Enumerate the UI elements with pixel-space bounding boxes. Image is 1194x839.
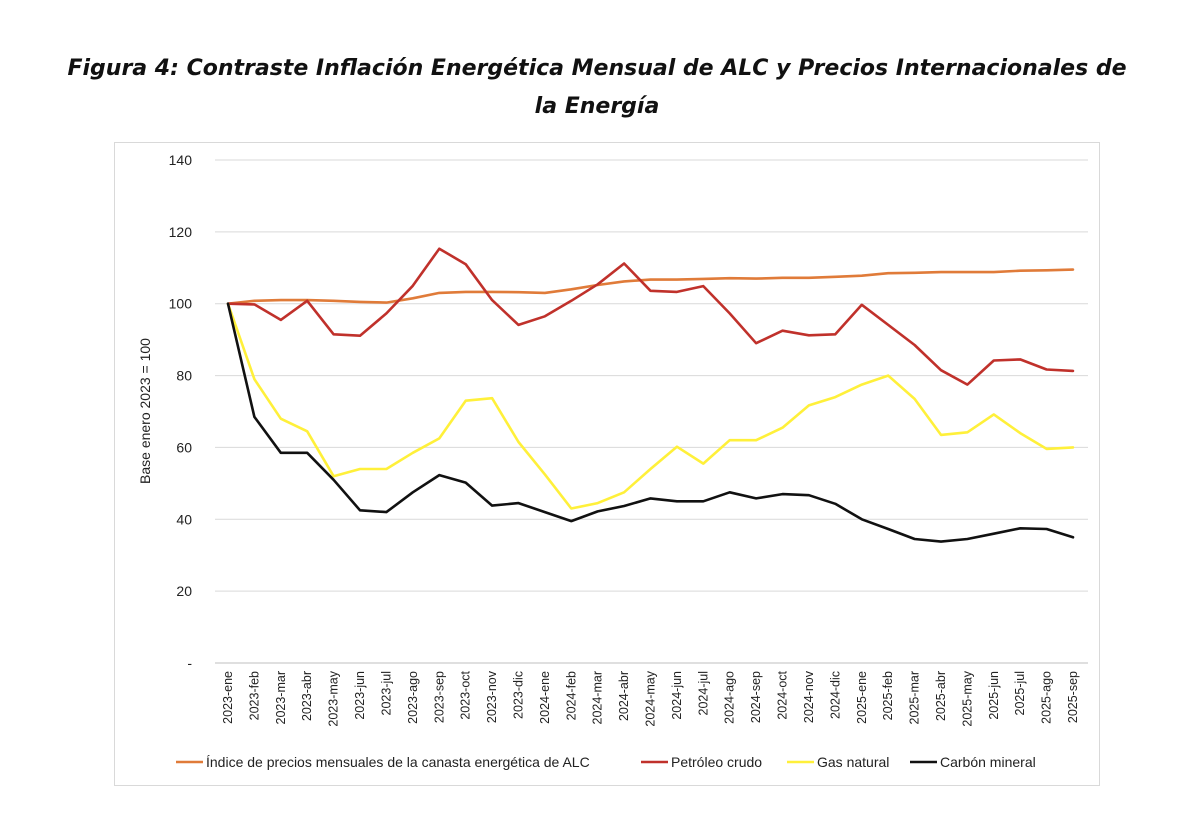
legend-label-0: Índice de precios mensuales de la canast…	[206, 754, 590, 770]
x-tick-label: 2023-sep	[432, 671, 446, 723]
x-tick-label: 2025-jun	[987, 671, 1001, 720]
x-tick-label: 2024-ago	[723, 671, 737, 724]
x-tick-label: 2025-may	[960, 670, 974, 726]
series-line-2	[226, 302, 1075, 510]
x-tick-label: 2024-jun	[670, 671, 684, 720]
x-tick-label: 2024-ene	[538, 671, 552, 724]
x-tick-label: 2024-mar	[591, 671, 605, 725]
y-axis-ticks: - 20 40 60 80 100 120 140	[169, 152, 193, 671]
x-axis-ticks: 2023-ene 2023-feb 2023-mar 2023-abr 2023-may…	[221, 670, 1080, 726]
x-tick-label: 2023-feb	[247, 671, 261, 720]
x-tick-label: 2025-feb	[881, 671, 895, 720]
x-tick-label: 2023-nov	[485, 670, 499, 723]
x-tick-label: 2023-jun	[353, 671, 367, 720]
x-tick-label: 2024-nov	[802, 670, 816, 723]
x-tick-label: 2024-oct	[776, 670, 790, 719]
x-tick-label: 2025-sep	[1066, 671, 1080, 723]
x-tick-label: 2023-may	[327, 670, 341, 726]
legend-label-1: Petróleo crudo	[671, 754, 762, 770]
y-axis-title-group: Base enero 2023 = 100	[137, 338, 153, 484]
x-tick-label: 2023-oct	[459, 670, 473, 719]
x-tick-label: 2023-ago	[406, 671, 420, 724]
x-tick-label: 2025-abr	[934, 671, 948, 721]
chart-frame	[114, 142, 1100, 786]
x-tick-label: 2025-ago	[1040, 671, 1054, 724]
legend-label-3: Carbón mineral	[940, 754, 1036, 770]
series-lines	[226, 247, 1075, 543]
x-tick-label: 2024-abr	[617, 671, 631, 721]
x-tick-label: 2023-ene	[221, 671, 235, 724]
y-tick-label: 60	[176, 439, 192, 455]
x-tick-label: 2025-mar	[908, 671, 922, 725]
x-tick-label: 2023-abr	[300, 671, 314, 721]
series-line-0	[226, 268, 1075, 306]
x-tick-label: 2024-sep	[749, 671, 763, 723]
x-tick-label: 2024-dic	[828, 671, 842, 719]
series-line-3	[226, 302, 1075, 543]
y-tick-label: 140	[169, 152, 193, 168]
y-tick-label: 80	[176, 368, 192, 384]
y-tick-label: 20	[176, 583, 192, 599]
y-tick-label: 120	[169, 224, 193, 240]
grid-lines	[215, 159, 1088, 592]
x-tick-label: 2025-jul	[1013, 671, 1027, 715]
x-tick-label: 2025-ene	[855, 671, 869, 724]
y-tick-label: 100	[169, 296, 193, 312]
figure-title: Figura 4: Contraste Inflación Energética…	[67, 56, 1127, 119]
x-tick-label: 2023-dic	[511, 671, 525, 719]
x-tick-label: 2023-jul	[379, 671, 393, 715]
y-axis-title: Base enero 2023 = 100	[137, 338, 153, 484]
y-tick-label: 40	[176, 511, 192, 527]
legend-label-2: Gas natural	[817, 754, 889, 770]
series-line-1	[226, 247, 1075, 386]
legend: Índice de precios mensuales de la canast…	[176, 754, 1036, 770]
y-tick-label: -	[187, 655, 192, 671]
x-tick-label: 2023-mar	[274, 671, 288, 725]
x-tick-label: 2024-may	[644, 670, 658, 726]
x-tick-label: 2024-feb	[564, 671, 578, 720]
x-tick-label: 2024-jul	[696, 671, 710, 715]
